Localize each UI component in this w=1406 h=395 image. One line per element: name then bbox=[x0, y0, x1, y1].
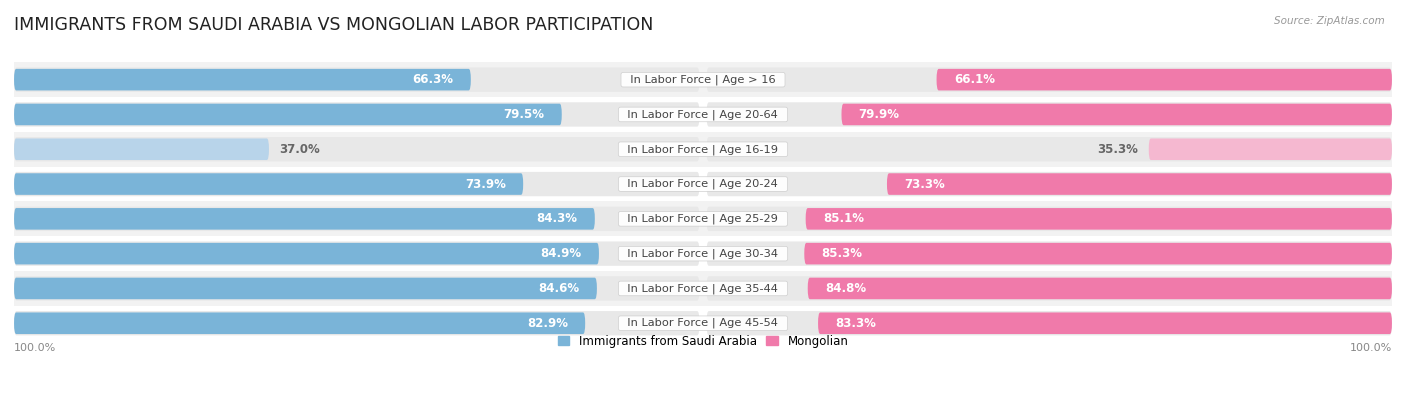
FancyBboxPatch shape bbox=[706, 207, 1392, 231]
Text: 85.3%: 85.3% bbox=[821, 247, 862, 260]
FancyBboxPatch shape bbox=[14, 102, 700, 127]
Bar bbox=[14, 132, 1392, 167]
Bar bbox=[14, 306, 1392, 340]
Text: 100.0%: 100.0% bbox=[1350, 342, 1392, 353]
Text: 37.0%: 37.0% bbox=[280, 143, 321, 156]
Legend: Immigrants from Saudi Arabia, Mongolian: Immigrants from Saudi Arabia, Mongolian bbox=[558, 335, 848, 348]
FancyBboxPatch shape bbox=[14, 311, 700, 335]
Text: 66.1%: 66.1% bbox=[953, 73, 995, 86]
FancyBboxPatch shape bbox=[14, 207, 700, 231]
FancyBboxPatch shape bbox=[14, 173, 523, 195]
FancyBboxPatch shape bbox=[14, 312, 585, 334]
Bar bbox=[14, 97, 1392, 132]
FancyBboxPatch shape bbox=[14, 278, 598, 299]
Text: In Labor Force | Age 35-44: In Labor Force | Age 35-44 bbox=[620, 283, 786, 294]
FancyBboxPatch shape bbox=[14, 137, 700, 162]
Text: 35.3%: 35.3% bbox=[1098, 143, 1139, 156]
FancyBboxPatch shape bbox=[14, 69, 471, 90]
Text: 84.3%: 84.3% bbox=[537, 213, 578, 226]
FancyBboxPatch shape bbox=[14, 208, 595, 229]
FancyBboxPatch shape bbox=[14, 68, 700, 92]
FancyBboxPatch shape bbox=[706, 137, 1392, 162]
Text: 84.8%: 84.8% bbox=[825, 282, 866, 295]
Text: 84.6%: 84.6% bbox=[538, 282, 579, 295]
FancyBboxPatch shape bbox=[14, 172, 700, 196]
Text: In Labor Force | Age 30-34: In Labor Force | Age 30-34 bbox=[620, 248, 786, 259]
FancyBboxPatch shape bbox=[841, 103, 1392, 125]
FancyBboxPatch shape bbox=[14, 276, 700, 301]
Text: 73.9%: 73.9% bbox=[465, 177, 506, 190]
FancyBboxPatch shape bbox=[804, 243, 1392, 264]
Text: In Labor Force | Age 20-24: In Labor Force | Age 20-24 bbox=[620, 179, 786, 189]
Text: 79.5%: 79.5% bbox=[503, 108, 544, 121]
FancyBboxPatch shape bbox=[706, 241, 1392, 266]
FancyBboxPatch shape bbox=[706, 172, 1392, 196]
FancyBboxPatch shape bbox=[807, 278, 1392, 299]
FancyBboxPatch shape bbox=[706, 68, 1392, 92]
Text: IMMIGRANTS FROM SAUDI ARABIA VS MONGOLIAN LABOR PARTICIPATION: IMMIGRANTS FROM SAUDI ARABIA VS MONGOLIA… bbox=[14, 16, 654, 34]
Bar bbox=[14, 167, 1392, 201]
Text: 73.3%: 73.3% bbox=[904, 177, 945, 190]
FancyBboxPatch shape bbox=[806, 208, 1392, 229]
Text: 79.9%: 79.9% bbox=[859, 108, 900, 121]
Bar bbox=[14, 271, 1392, 306]
FancyBboxPatch shape bbox=[1149, 139, 1392, 160]
FancyBboxPatch shape bbox=[706, 102, 1392, 127]
FancyBboxPatch shape bbox=[706, 311, 1392, 335]
Text: In Labor Force | Age > 16: In Labor Force | Age > 16 bbox=[623, 74, 783, 85]
FancyBboxPatch shape bbox=[706, 276, 1392, 301]
Bar bbox=[14, 62, 1392, 97]
Text: 100.0%: 100.0% bbox=[14, 342, 56, 353]
FancyBboxPatch shape bbox=[14, 243, 599, 264]
Text: In Labor Force | Age 16-19: In Labor Force | Age 16-19 bbox=[620, 144, 786, 154]
Text: 66.3%: 66.3% bbox=[412, 73, 454, 86]
Text: In Labor Force | Age 25-29: In Labor Force | Age 25-29 bbox=[620, 214, 786, 224]
Text: In Labor Force | Age 20-64: In Labor Force | Age 20-64 bbox=[620, 109, 786, 120]
FancyBboxPatch shape bbox=[818, 312, 1392, 334]
Text: 85.1%: 85.1% bbox=[823, 213, 863, 226]
FancyBboxPatch shape bbox=[14, 103, 562, 125]
Text: Source: ZipAtlas.com: Source: ZipAtlas.com bbox=[1274, 16, 1385, 26]
Text: In Labor Force | Age 45-54: In Labor Force | Age 45-54 bbox=[620, 318, 786, 329]
FancyBboxPatch shape bbox=[14, 241, 700, 266]
Bar bbox=[14, 236, 1392, 271]
Text: 83.3%: 83.3% bbox=[835, 317, 876, 330]
Bar bbox=[14, 201, 1392, 236]
Text: 84.9%: 84.9% bbox=[541, 247, 582, 260]
FancyBboxPatch shape bbox=[936, 69, 1392, 90]
FancyBboxPatch shape bbox=[14, 139, 269, 160]
FancyBboxPatch shape bbox=[887, 173, 1392, 195]
Text: 82.9%: 82.9% bbox=[527, 317, 568, 330]
